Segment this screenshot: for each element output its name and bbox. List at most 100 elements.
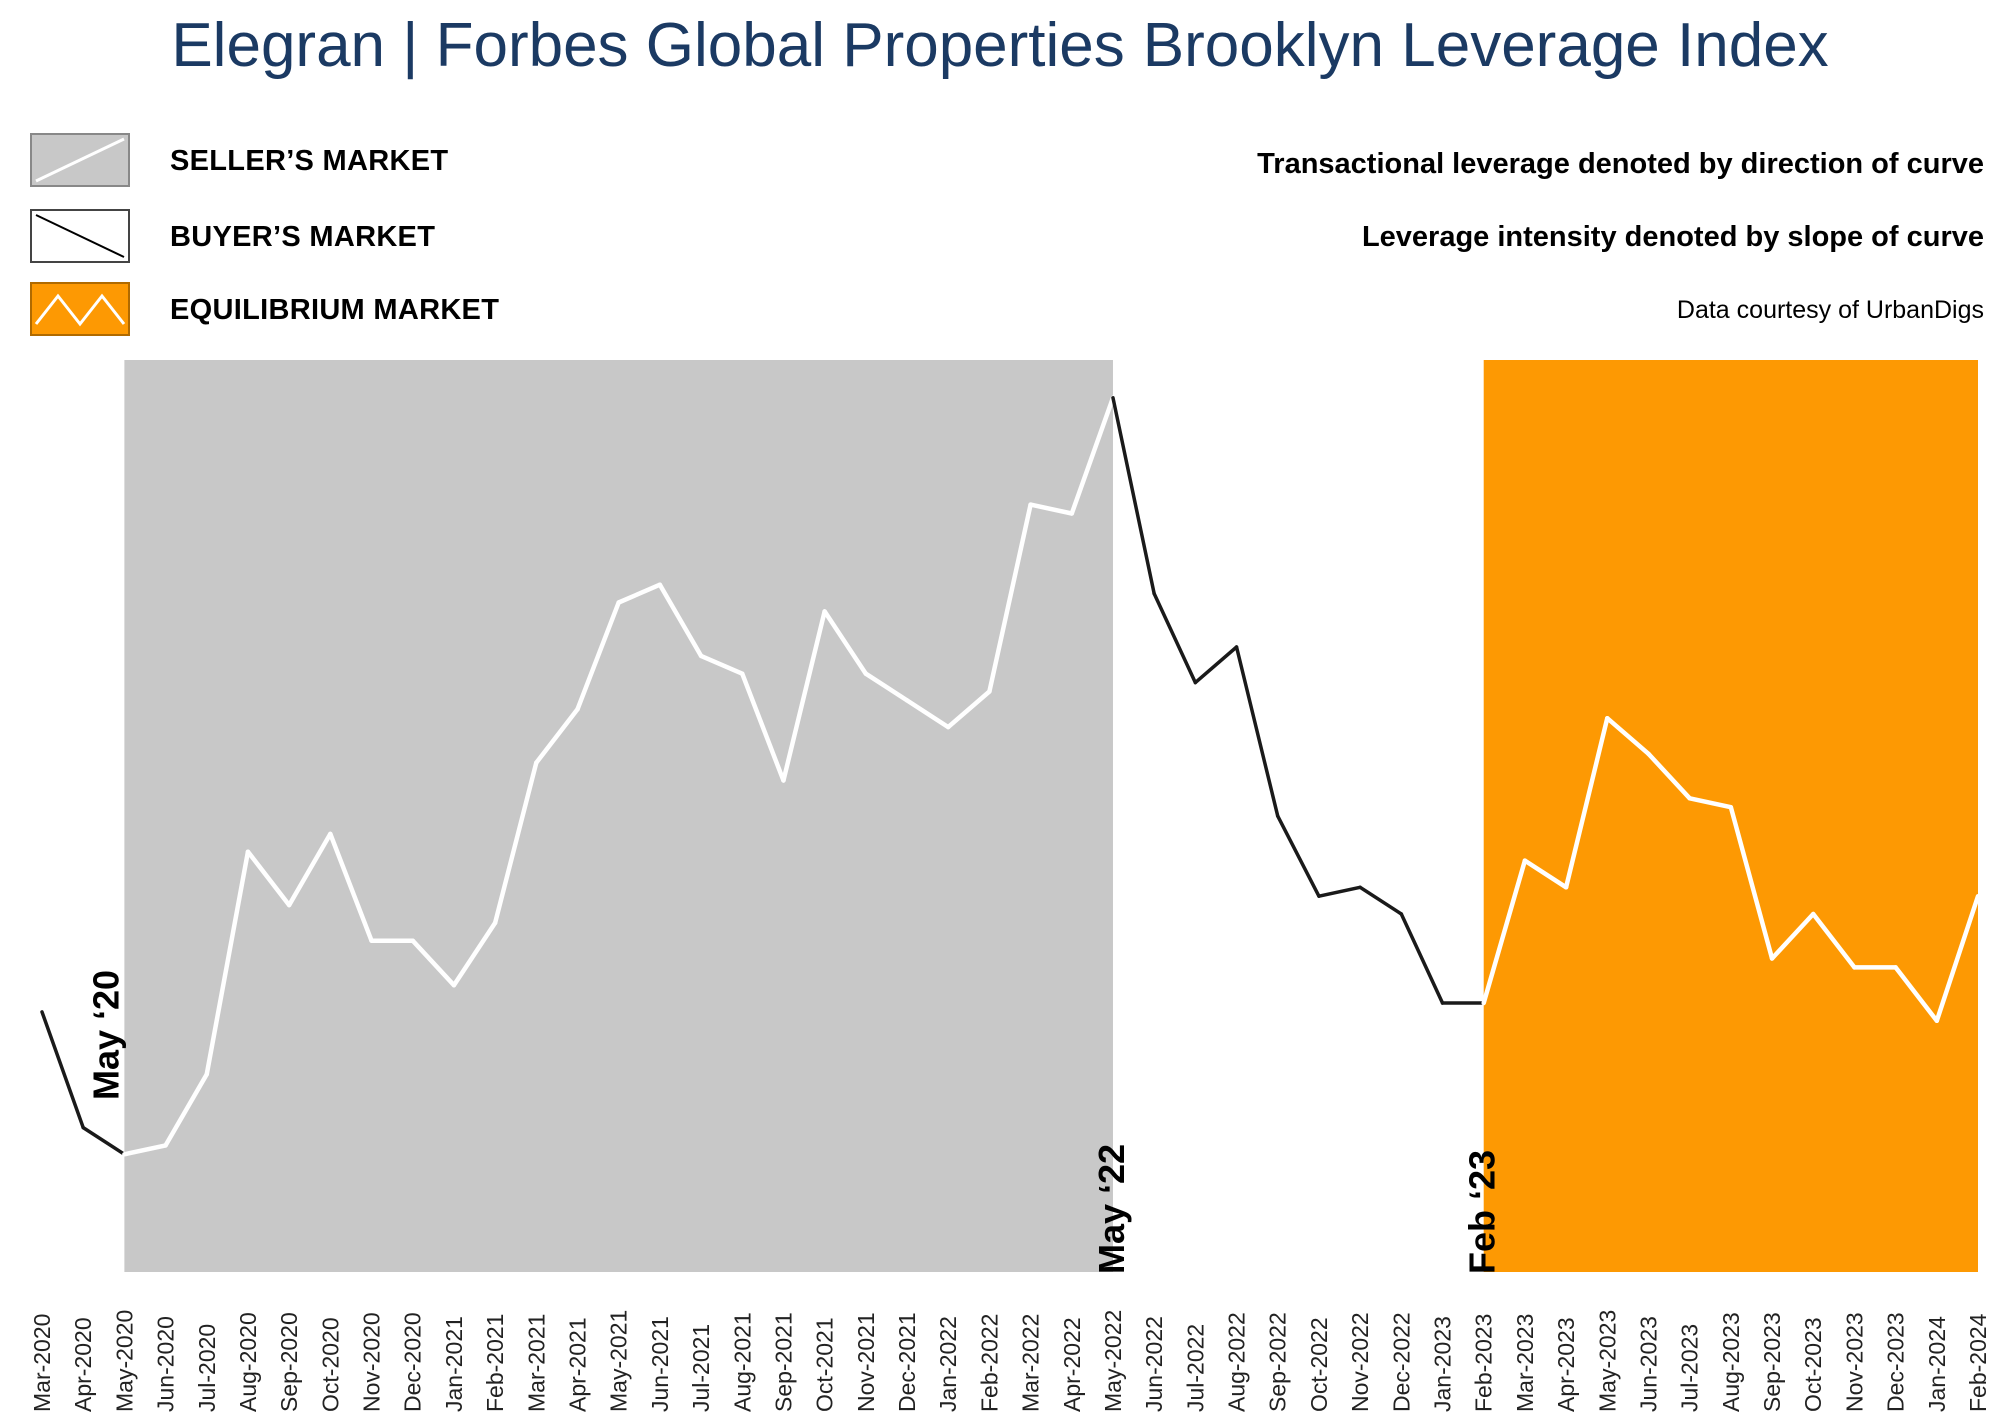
x-tick-label: Oct-2020 — [317, 1317, 343, 1412]
series-segment — [122, 1143, 168, 1157]
x-tick-label: Mar-2023 — [1512, 1314, 1538, 1412]
x-tick-label: Jul-2021 — [688, 1324, 714, 1412]
x-tick-label: Apr-2023 — [1553, 1317, 1579, 1412]
series-segment — [822, 609, 869, 676]
x-tick-label: Oct-2023 — [1800, 1317, 1826, 1412]
seller-swatch-icon — [30, 133, 130, 187]
series-segment — [1399, 912, 1445, 1005]
chart-title-main: Elegran | Forbes Global Properties — [171, 11, 1125, 80]
x-tick-label: Aug-2022 — [1224, 1312, 1250, 1412]
legend-label-equilibrium: EQUILIBRIUM MARKET — [170, 294, 500, 326]
series-segment — [740, 671, 786, 783]
legend-label-seller: SELLER’S MARKET — [170, 145, 449, 177]
x-tick-label: Jul-2022 — [1182, 1324, 1208, 1412]
series-segment — [163, 1071, 210, 1148]
x-tick-label: Dec-2021 — [894, 1312, 920, 1412]
series-segment — [1481, 858, 1528, 1006]
x-tick-label: Apr-2022 — [1059, 1317, 1085, 1412]
chart-title: Elegran | Forbes Global Properties Brookl… — [0, 10, 2000, 81]
series-segment — [1728, 804, 1775, 961]
annotation-label: May ‘20 — [85, 970, 126, 1100]
series-segment — [1934, 893, 1981, 1024]
equilibrium-swatch-icon — [30, 282, 130, 336]
x-tick-label: Feb-2022 — [976, 1314, 1002, 1412]
series-segment — [1317, 885, 1362, 898]
series-segment — [81, 1125, 127, 1157]
note-source: Data courtesy of UrbanDigs — [1676, 296, 1984, 324]
x-tick-label: May-2021 — [606, 1310, 632, 1412]
x-tick-label: Sep-2022 — [1265, 1312, 1291, 1412]
x-tick-label: Dec-2022 — [1388, 1312, 1414, 1412]
x-tick-label: Jul-2023 — [1677, 1324, 1703, 1412]
x-tick-label: Mar-2021 — [523, 1314, 549, 1412]
series-segment — [204, 849, 251, 1077]
x-tick-label: Mar-2022 — [1018, 1314, 1044, 1412]
series-segment — [1028, 502, 1075, 516]
buyer-swatch-icon — [30, 209, 130, 263]
series-segment — [987, 502, 1033, 694]
x-tick-label: Feb-2021 — [482, 1314, 508, 1412]
x-tick-label: Feb-2024 — [1965, 1313, 1991, 1412]
series-segment — [328, 831, 374, 943]
note-direction: Transactional leverage denoted by direct… — [1257, 148, 1984, 180]
series-segment — [534, 707, 580, 765]
legend-label-buyer: BUYER’S MARKET — [170, 221, 436, 253]
series-segment — [451, 920, 498, 988]
series-segment — [698, 653, 745, 676]
series-segment — [245, 849, 292, 908]
x-tick-label: Jun-2022 — [1141, 1316, 1167, 1412]
x-tick-label: Sep-2021 — [770, 1312, 796, 1412]
series-segment — [1358, 885, 1404, 916]
series-segment — [1893, 965, 1940, 1024]
series-segment — [1522, 858, 1569, 890]
x-tick-label: Apr-2020 — [70, 1317, 96, 1412]
x-tick-label: Jul-2020 — [194, 1324, 220, 1412]
x-tick-label: May-2023 — [1594, 1310, 1620, 1412]
x-tick-label: Apr-2021 — [564, 1317, 590, 1412]
series-segment — [1810, 911, 1857, 970]
chart-title-sub: Brooklyn Leverage Index — [1142, 11, 1829, 80]
series-segment — [286, 831, 333, 908]
series-segment — [575, 600, 621, 712]
x-tick-label: May-2020 — [111, 1310, 137, 1412]
series-segment — [1275, 814, 1321, 898]
x-tick-label: Dec-2020 — [400, 1312, 426, 1412]
region-seller — [124, 360, 1113, 1272]
series-segment — [1234, 645, 1280, 818]
x-tick-label: Jan-2023 — [1430, 1316, 1456, 1412]
series-segment — [1687, 796, 1734, 810]
x-tick-label: Aug-2021 — [729, 1312, 755, 1412]
x-tick-label: Jan-2021 — [441, 1316, 467, 1412]
x-tick-label: Nov-2022 — [1347, 1312, 1373, 1412]
x-tick-label: Mar-2020 — [29, 1314, 55, 1412]
x-tick-label: Jan-2024 — [1924, 1316, 1950, 1412]
series-segment — [945, 689, 992, 730]
series-segment — [1769, 911, 1816, 961]
series-segment — [1193, 645, 1239, 685]
series-segment — [1646, 751, 1692, 801]
series-segment — [1111, 396, 1156, 596]
series-segment — [40, 1010, 85, 1130]
x-tick-label: Jun-2021 — [647, 1316, 673, 1412]
series-segment — [1563, 715, 1610, 890]
x-tick-label: Oct-2021 — [812, 1317, 838, 1412]
note-slope: Leverage intensity denoted by slope of c… — [1361, 221, 1984, 253]
annotation-label: Feb ‘23 — [1462, 1150, 1503, 1274]
x-tick-label: Feb-2023 — [1471, 1314, 1497, 1412]
series-segment — [1605, 715, 1651, 757]
x-tick-label: Aug-2023 — [1718, 1312, 1744, 1412]
series-segment — [781, 609, 827, 783]
series-segment — [1152, 591, 1198, 685]
x-tick-label: Sep-2020 — [276, 1312, 302, 1412]
x-tick-label: Jun-2023 — [1635, 1316, 1661, 1412]
annotation-label: May ‘22 — [1091, 1144, 1132, 1274]
x-tick-label: May-2022 — [1100, 1310, 1126, 1412]
x-tick-label: Jun-2020 — [153, 1316, 179, 1412]
x-tick-label: Nov-2023 — [1841, 1312, 1867, 1412]
x-tick-label: Jan-2022 — [935, 1316, 961, 1412]
region-equilibrium — [1483, 360, 1978, 1272]
x-tick-label: Dec-2023 — [1883, 1312, 1909, 1412]
series-segment — [863, 671, 910, 703]
series-segment — [904, 698, 951, 730]
